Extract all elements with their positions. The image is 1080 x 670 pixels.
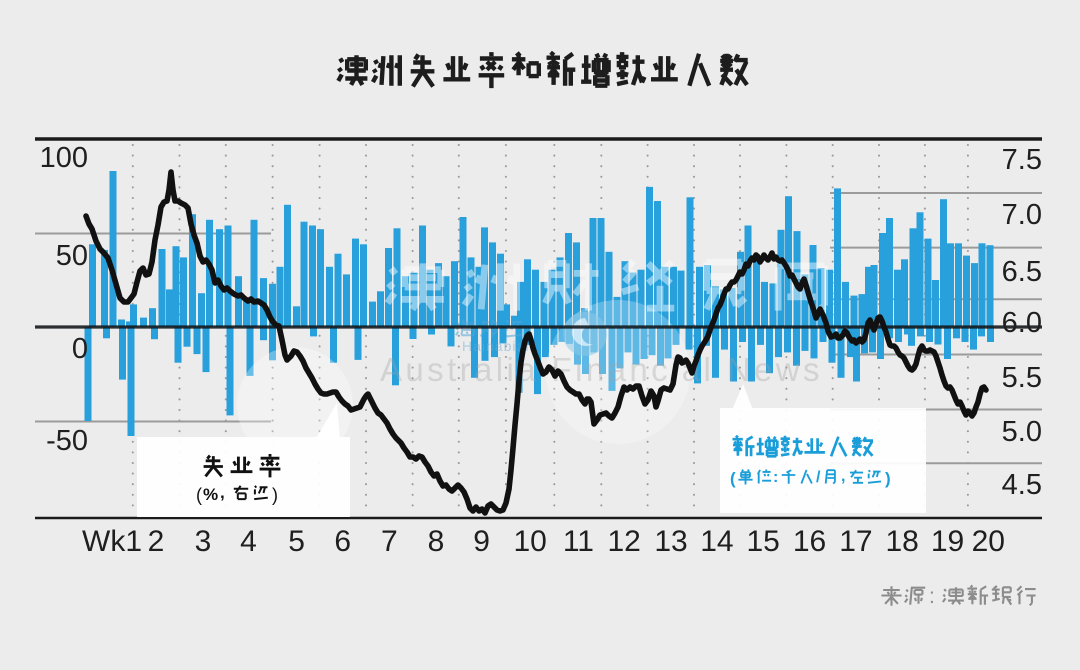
- svg-text:8: 8: [428, 525, 445, 558]
- svg-text:,: ,: [220, 483, 225, 502]
- svg-text:Australia Financial News: Australia Financial News: [380, 351, 823, 388]
- svg-text:6: 6: [334, 525, 351, 558]
- svg-text:7: 7: [381, 525, 398, 558]
- svg-text:10: 10: [514, 525, 547, 558]
- svg-text:2: 2: [148, 525, 165, 558]
- svg-text:16: 16: [793, 525, 826, 558]
- svg-text:13: 13: [654, 525, 687, 558]
- svg-text:12: 12: [608, 525, 641, 558]
- svg-text:3: 3: [195, 525, 212, 558]
- svg-text:Wk1: Wk1: [82, 525, 142, 558]
- svg-text::: :: [773, 469, 778, 486]
- svg-text:4.5: 4.5: [1002, 469, 1042, 501]
- svg-text:5.5: 5.5: [1002, 362, 1042, 394]
- svg-text:20: 20: [972, 525, 1005, 558]
- svg-text:14: 14: [700, 525, 733, 558]
- svg-text:%: %: [203, 485, 218, 504]
- svg-text:,: ,: [841, 468, 845, 485]
- svg-text:19: 19: [931, 525, 964, 558]
- svg-text:(: (: [730, 469, 736, 488]
- svg-text:100: 100: [40, 142, 88, 174]
- svg-text:7.0: 7.0: [1002, 199, 1042, 231]
- svg-text:6.5: 6.5: [1002, 256, 1042, 288]
- svg-text:): ): [272, 485, 278, 505]
- svg-text:4: 4: [240, 525, 257, 558]
- svg-text:0: 0: [72, 333, 88, 365]
- svg-text:5: 5: [288, 525, 305, 558]
- svg-text:50: 50: [56, 240, 88, 272]
- svg-text:7.5: 7.5: [1002, 144, 1042, 176]
- svg-text:Hainabian: Hainabian: [462, 338, 534, 354]
- svg-text:): ): [885, 469, 891, 488]
- svg-text:18: 18: [886, 525, 919, 558]
- svg-text:-50: -50: [46, 425, 88, 457]
- svg-text:9: 9: [473, 525, 490, 558]
- svg-text:(: (: [196, 485, 202, 505]
- svg-text:6.0: 6.0: [1002, 307, 1042, 339]
- svg-text:/: /: [816, 469, 821, 486]
- svg-text:5.0: 5.0: [1002, 416, 1042, 448]
- svg-text:15: 15: [747, 525, 780, 558]
- svg-text:17: 17: [839, 525, 872, 558]
- svg-text:11: 11: [563, 525, 594, 558]
- svg-text::: :: [929, 585, 935, 608]
